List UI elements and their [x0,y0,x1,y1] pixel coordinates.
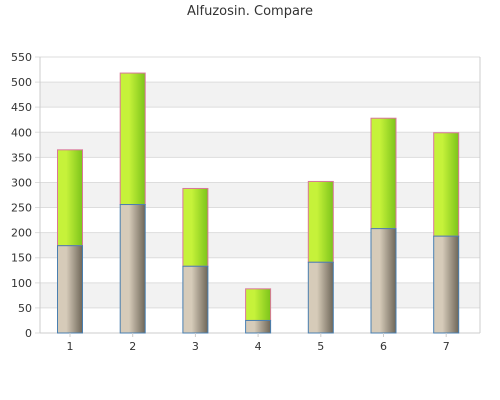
y-tick-label: 550 [11,51,32,64]
x-tick-label: 3 [192,340,199,353]
chart-title: Alfuzosin. Compare [187,4,313,19]
x-tick-label: 4 [255,340,262,353]
bar-segment-top-1 [57,149,83,247]
bar-segment-bottom-5 [307,261,334,334]
grid-band [40,132,480,158]
x-tick-label: 6 [380,340,387,353]
y-tick-label: 0 [25,327,32,340]
y-tick-label: 450 [11,101,32,114]
grid-band [40,182,480,208]
y-tick-label: 250 [11,202,32,215]
bar-segment-top-3 [182,187,209,267]
bar-segment-top-4 [245,288,272,321]
y-tick-label: 50 [18,302,32,315]
bar-segment-bottom-3 [182,265,209,334]
bar-segment-top-5 [307,180,334,263]
grid-band [40,232,480,258]
y-tick-label: 300 [11,176,32,189]
x-tick-label: 5 [317,340,324,353]
grid-band [40,82,480,108]
bar-segment-bottom-1 [57,245,83,334]
y-tick-label: 350 [11,151,32,164]
bar-segment-bottom-6 [370,228,397,334]
bar-segment-top-2 [119,72,146,206]
bar-segment-bottom-4 [245,319,272,334]
bar-segment-top-6 [370,117,397,230]
x-tick-label: 1 [67,340,74,353]
y-tick-label: 150 [11,252,32,265]
bar-segment-top-7 [433,132,460,237]
y-tick-label: 400 [11,126,32,139]
y-tick-label: 500 [11,76,32,89]
x-tick-label: 7 [443,340,450,353]
y-tick-label: 200 [11,227,32,240]
bar-segment-bottom-2 [119,204,146,334]
y-tick-label: 100 [11,277,32,290]
x-tick-label: 2 [129,340,136,353]
bar-segment-bottom-7 [433,235,460,334]
